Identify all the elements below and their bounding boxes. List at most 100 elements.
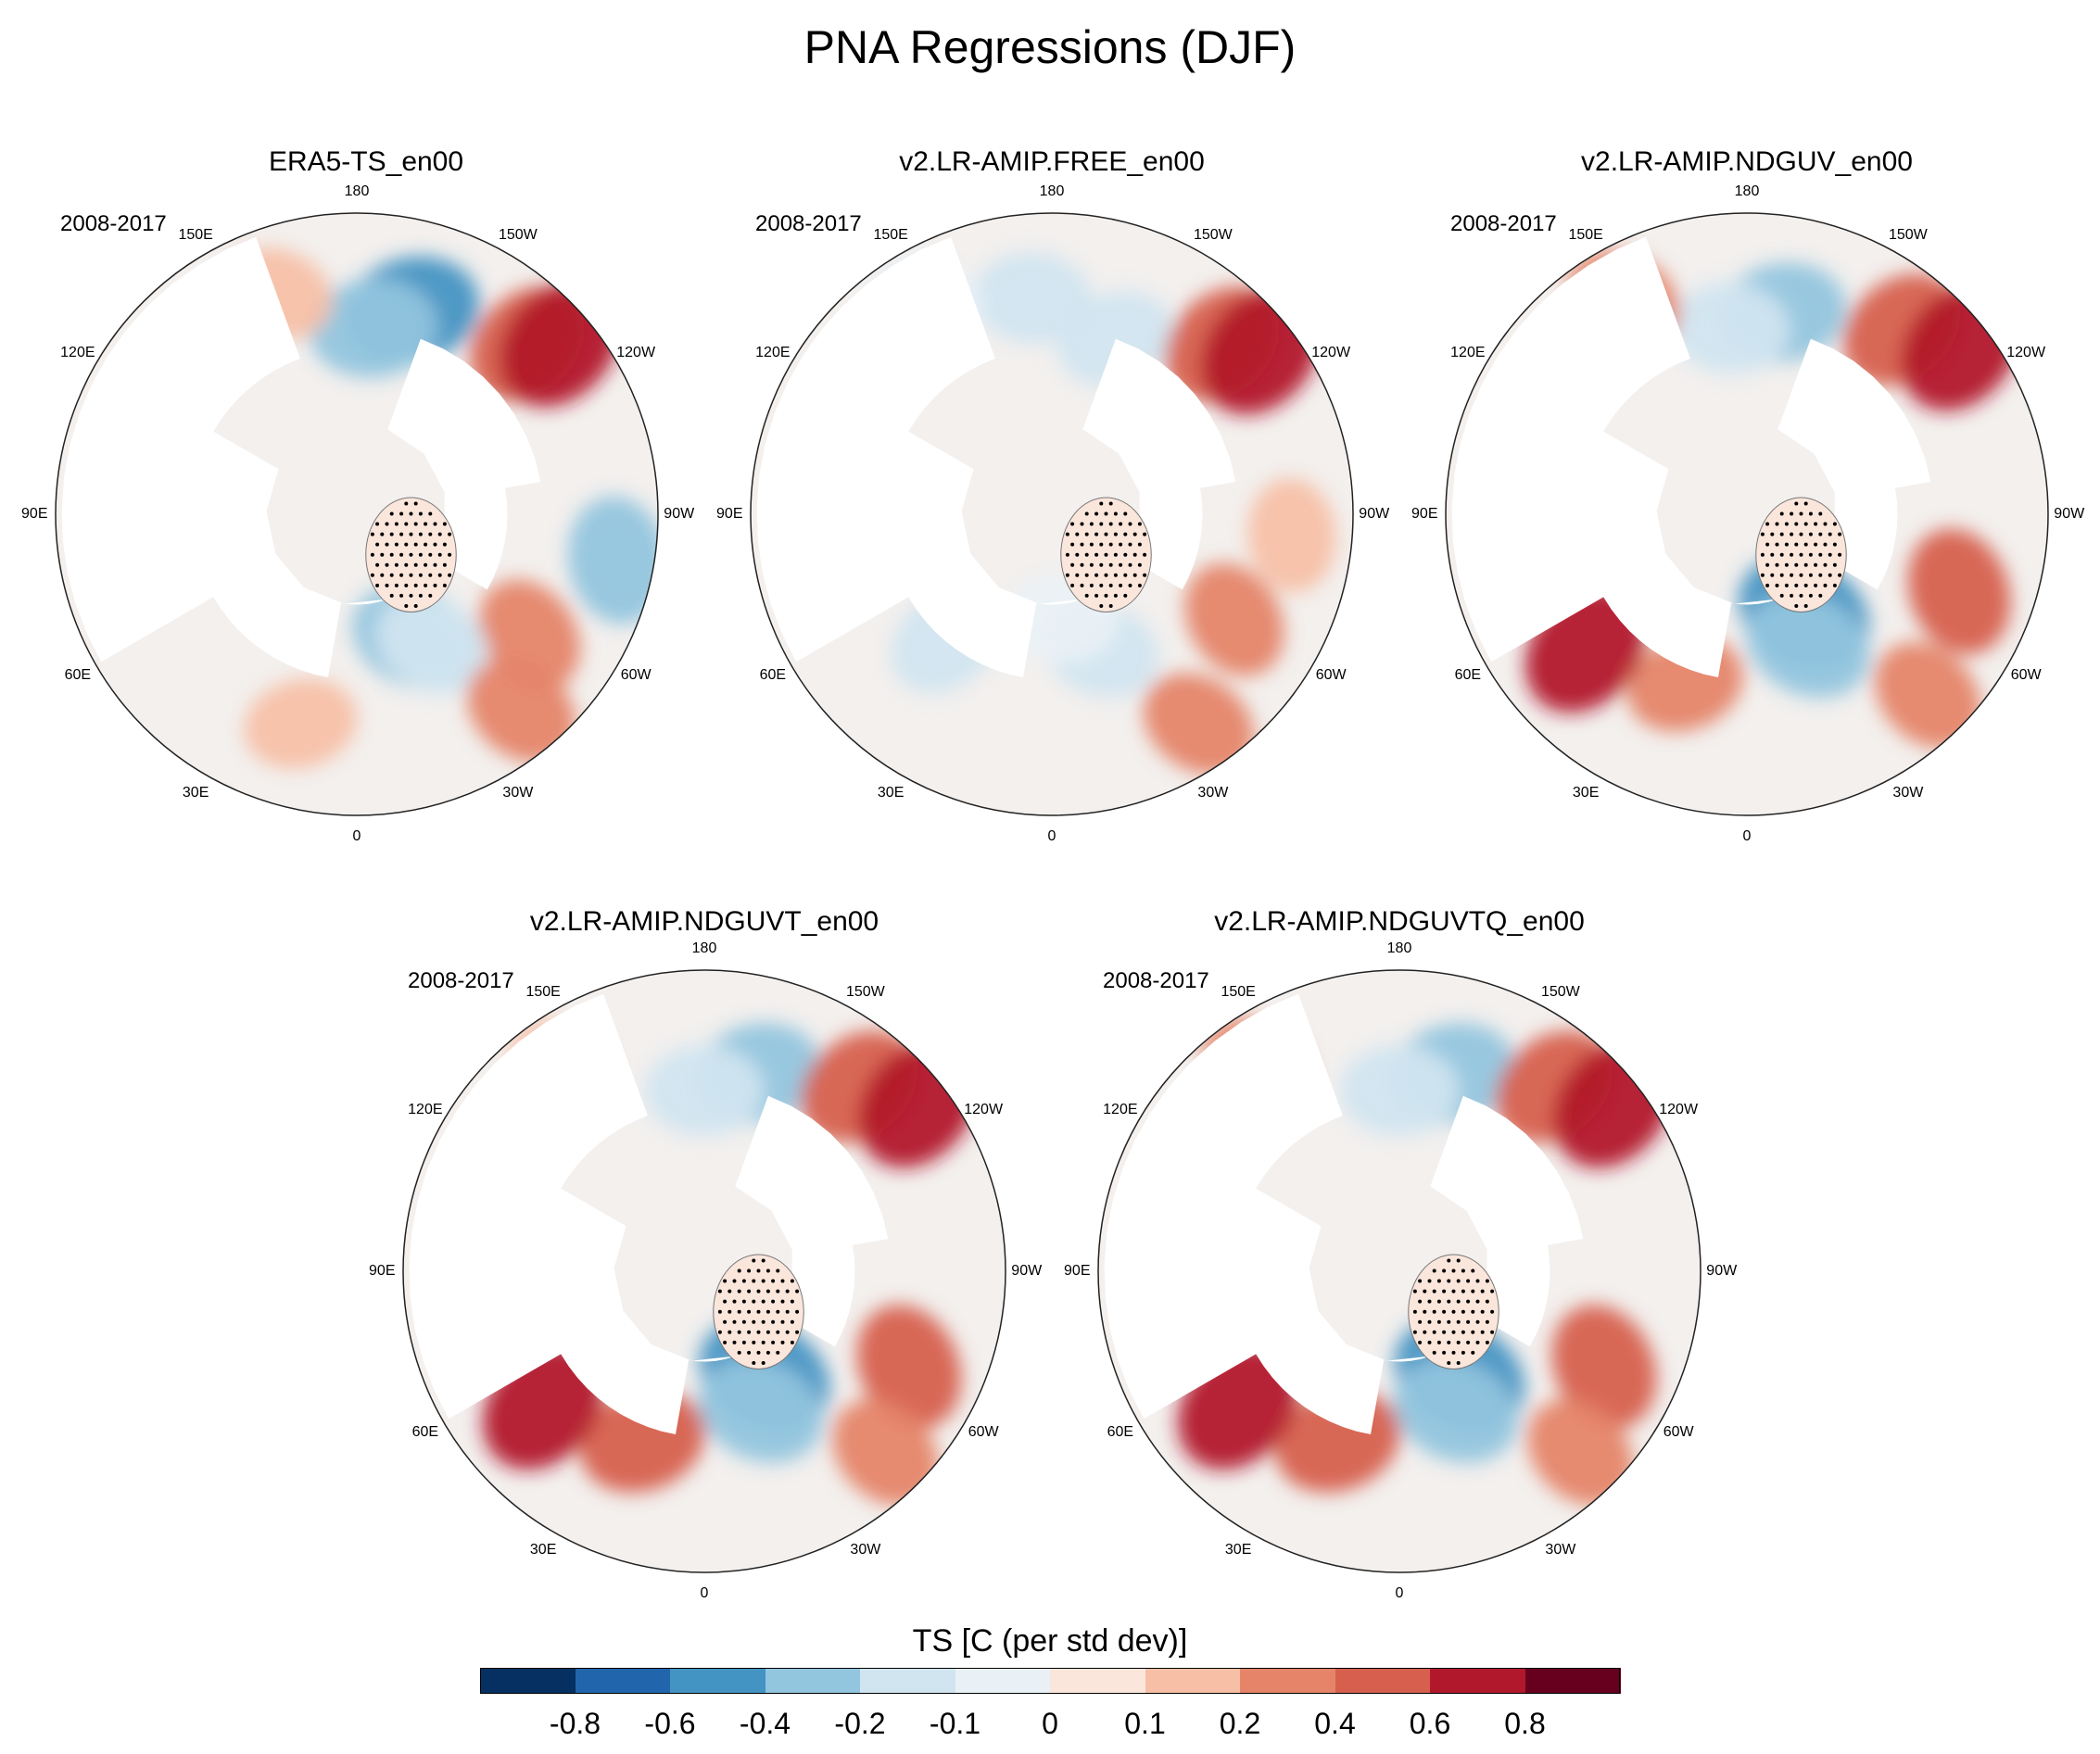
significance-dot [404, 583, 409, 587]
significance-dot [785, 1289, 790, 1293]
significance-dot [1803, 562, 1808, 567]
significance-dot [1765, 522, 1770, 526]
significance-dot [1447, 1360, 1451, 1365]
lon-label: 150E [525, 983, 561, 1000]
significance-dot [375, 583, 380, 587]
significance-dot [442, 562, 447, 567]
significance-dot [717, 1330, 722, 1334]
significance-dot [1828, 552, 1832, 557]
significance-dot [1132, 573, 1137, 577]
significance-dot [727, 1330, 732, 1334]
significance-dot [1466, 1319, 1471, 1324]
significance-dot [389, 552, 394, 557]
significance-dot [1094, 573, 1099, 577]
significance-dot [1108, 603, 1113, 608]
anomaly-blob-5 [1907, 528, 2011, 654]
significance-dot [790, 1299, 794, 1304]
significance-dot [747, 1350, 752, 1355]
significance-dot [1765, 562, 1770, 567]
lon-label: 0 [700, 1584, 709, 1601]
significance-dot [780, 1299, 785, 1304]
lon-label: 30E [1572, 785, 1600, 801]
significance-dot [1099, 501, 1104, 506]
significance-dot [1412, 1330, 1417, 1334]
significance-dot [1784, 583, 1789, 587]
significance-dot [1084, 532, 1089, 536]
significance-dot [1451, 1330, 1456, 1334]
lon-label: 0 [1742, 827, 1752, 844]
lon-label: 30E [877, 785, 905, 801]
significance-dot [737, 1268, 741, 1273]
colorbar-tick-label: -0.1 [929, 1707, 981, 1740]
significance-dot [1108, 583, 1113, 587]
lon-label: 90W [2054, 506, 2085, 522]
significance-dot [448, 573, 452, 577]
significance-dot [1442, 1309, 1447, 1314]
significance-dot [1113, 552, 1118, 557]
significance-dot [1119, 583, 1123, 587]
lon-label: 60W [2010, 666, 2042, 683]
colorbar-tick-label: -0.4 [739, 1707, 791, 1740]
significance-dot [1803, 583, 1808, 587]
lon-label: 90E [1411, 506, 1438, 522]
significance-dot [1808, 552, 1813, 557]
significance-dot [761, 1299, 765, 1304]
significance-dot [442, 583, 447, 587]
lon-label: 150W [1888, 226, 1928, 243]
significance-dot [1456, 1340, 1461, 1344]
significance-dot [437, 552, 442, 557]
significance-dot [1070, 562, 1075, 567]
map-boundary [1445, 212, 2049, 816]
lon-label: 150E [178, 226, 213, 243]
significance-dot [1075, 573, 1080, 577]
map-boundary [55, 212, 659, 816]
significance-dot [1099, 542, 1104, 547]
significance-dot [1143, 573, 1147, 577]
significance-dot [1123, 532, 1128, 536]
colorbar-segment [1430, 1668, 1525, 1694]
lon-label: 90E [21, 506, 48, 522]
significance-dot [1108, 542, 1113, 547]
significance-dot [1436, 1279, 1441, 1283]
significance-dot [1418, 1319, 1423, 1324]
significance-dot [1128, 522, 1132, 526]
significance-dot [1808, 573, 1813, 577]
significance-dot [717, 1289, 722, 1293]
period-label-1: 2008-2017 [60, 211, 167, 236]
significance-dot [717, 1309, 722, 1314]
significance-dot [433, 522, 437, 526]
significance-dot [1784, 522, 1789, 526]
significance-dot [771, 1340, 776, 1344]
panel-title-3: v2.LR-AMIP.NDGUV_en00 [1581, 146, 1913, 177]
significance-dot [1418, 1299, 1423, 1304]
significance-dot [1775, 542, 1779, 547]
significance-dot [756, 1330, 761, 1334]
colorbar-title: TS [C (per std dev)] [912, 1623, 1188, 1659]
significance-dot [752, 1360, 756, 1365]
lon-label: 150W [845, 983, 885, 1000]
significance-dot [418, 511, 423, 516]
significance-dot [1132, 552, 1137, 557]
significance-dot [795, 1330, 800, 1334]
colorbar-tick-label: 0.4 [1314, 1707, 1356, 1740]
field-layer [751, 213, 1353, 815]
significance-dot [413, 603, 418, 608]
lon-label: 150E [1221, 983, 1256, 1000]
significance-dot [1818, 552, 1823, 557]
significance-dot [1123, 511, 1128, 516]
lon-label: 60E [411, 1423, 439, 1440]
significance-dot [1070, 542, 1075, 547]
significance-dot [1456, 1319, 1461, 1324]
significance-dot [1089, 542, 1094, 547]
significance-dot [1065, 552, 1069, 557]
significance-dot [1456, 1299, 1461, 1304]
significance-dot [737, 1330, 741, 1334]
significance-dot [1104, 573, 1108, 577]
significance-dot [1442, 1268, 1447, 1273]
colorbar-segment [955, 1668, 1051, 1694]
significance-dot [1790, 573, 1794, 577]
significance-dot [399, 552, 404, 557]
significance-dot [1803, 501, 1808, 506]
anomaly-blob-8 [1527, 1399, 1634, 1506]
significance-dot [765, 1330, 770, 1334]
